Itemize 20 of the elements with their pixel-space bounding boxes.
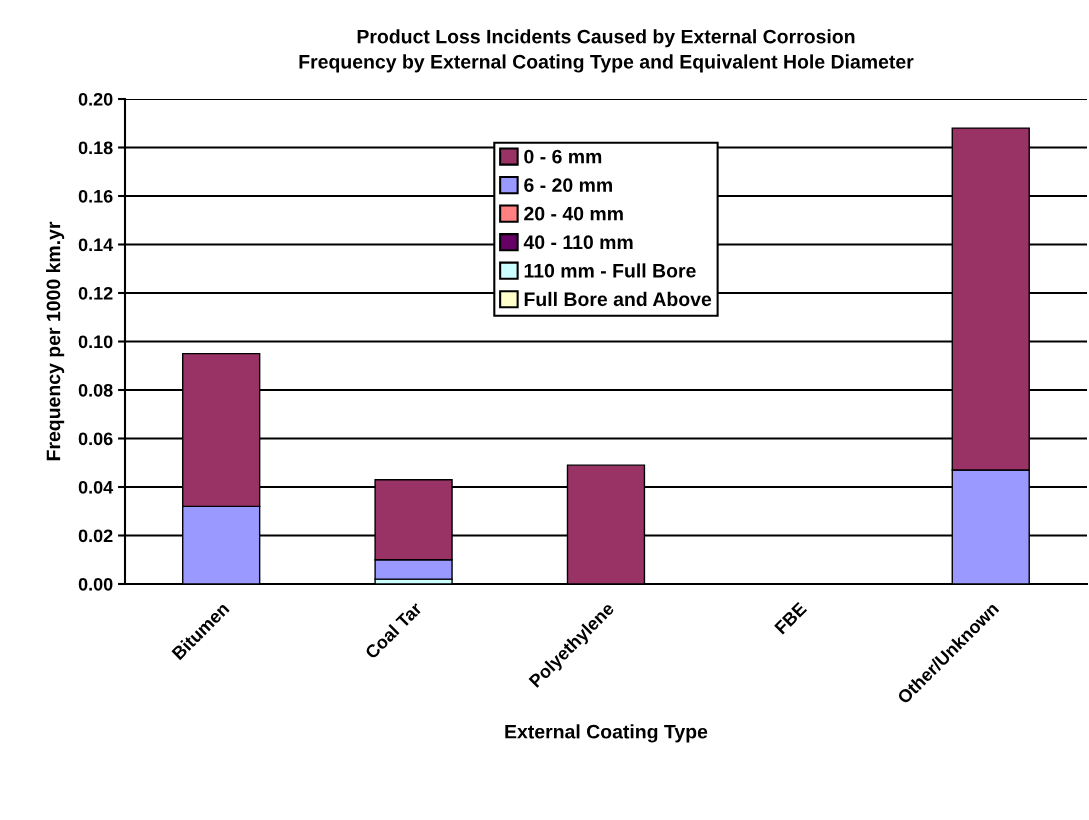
y-tick-label: 0.18 (78, 141, 113, 155)
y-tick-label: 0.14 (78, 238, 114, 252)
y-tick-label: 0.04 (78, 480, 114, 494)
x-axis-title: External Coating Type (505, 724, 708, 743)
y-axis-title: Frequency per 1000 km.yr (46, 221, 65, 461)
legend-label: 20 - 40 mm (524, 206, 623, 221)
y-tick-label: 0.10 (78, 335, 113, 349)
legend-label: Full Bore and Above (524, 291, 712, 307)
y-tick-label: 0.06 (78, 432, 113, 446)
y-tick-label: 0.02 (78, 529, 113, 543)
legend-label: 110 mm - Full Bore (524, 263, 696, 278)
y-tick-label: 0.12 (78, 286, 113, 300)
y-tick-label: 0.20 (78, 92, 113, 106)
y-tick-label: 0.00 (78, 577, 113, 591)
chart-title: Product Loss Incidents Caused by External Corrosion Frequency by External Coating Type and Equivalent Hole Diameter (299, 29, 914, 73)
legend-label: 0 - 6 mm (524, 149, 602, 164)
legend-label: 6 - 20 mm (524, 178, 612, 193)
y-tick-label: 0.08 (78, 383, 113, 397)
legend-label: 40 - 110 mm (523, 235, 633, 250)
y-tick-label: 0.16 (78, 189, 113, 203)
